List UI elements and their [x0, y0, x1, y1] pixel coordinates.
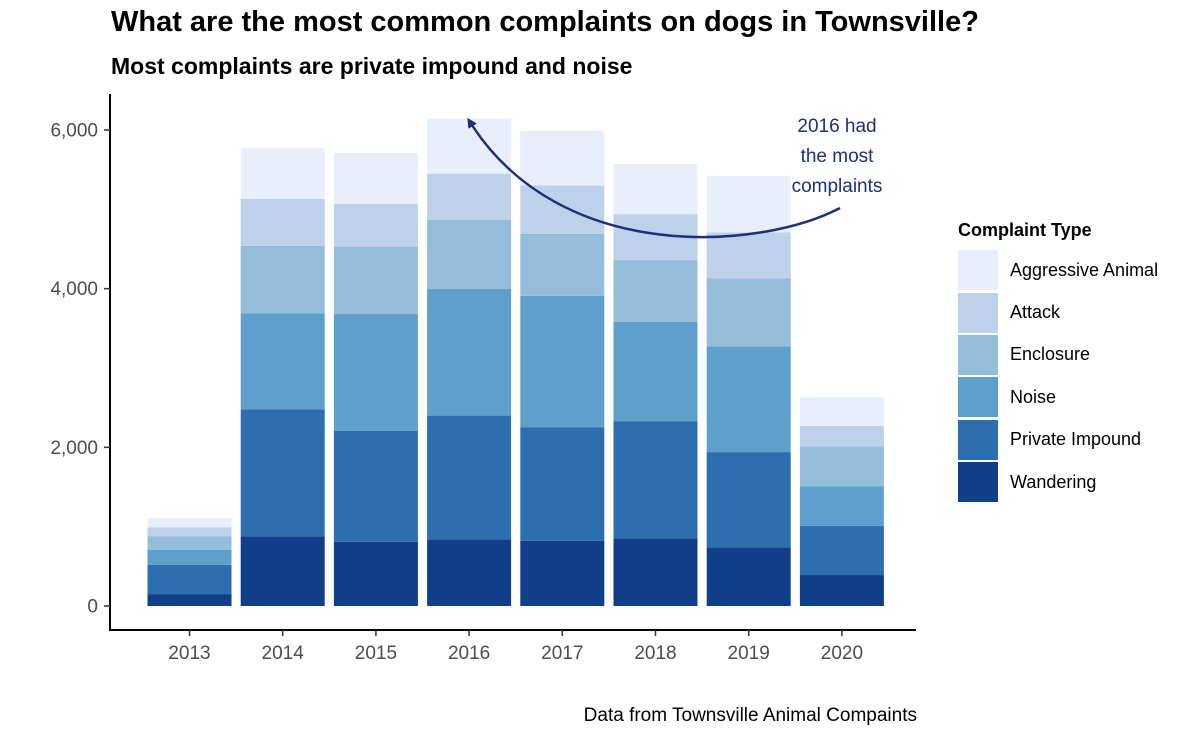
bar-segment-aggressive-animal-2018: [613, 164, 698, 215]
legend-label: Wandering: [1010, 471, 1097, 492]
x-tick-label: 2013: [168, 643, 210, 664]
legend-swatch: [958, 419, 998, 460]
legend-swatch: [958, 377, 998, 418]
bar-segment-aggressive-animal-2015: [333, 153, 418, 204]
bar-segment-wandering-2017: [520, 540, 605, 606]
x-tick-label: 2015: [355, 643, 397, 664]
bar-segment-attack-2016: [427, 173, 512, 220]
bar-segment-aggressive-animal-2016: [427, 118, 512, 174]
legend-label: Attack: [1010, 302, 1061, 323]
bar-segment-private-impound-2018: [613, 421, 698, 539]
chart-title: What are the most common complaints on d…: [111, 6, 979, 38]
x-tick-label: 2020: [821, 643, 863, 664]
bar-segment-enclosure-2013: [147, 536, 232, 550]
bar-segment-aggressive-animal-2014: [240, 148, 325, 200]
bar-segment-noise-2015: [333, 314, 418, 431]
bar-segment-noise-2018: [613, 321, 698, 422]
legend-swatch: [958, 334, 998, 375]
bar-segment-private-impound-2013: [147, 564, 232, 595]
bar-segment-noise-2013: [147, 549, 232, 565]
annotation-group: 2016 had the most complaints: [467, 116, 883, 239]
bar-segment-attack-2013: [147, 527, 232, 537]
legend-title: Complaint Type: [958, 220, 1092, 240]
bar-segment-aggressive-animal-2017: [520, 130, 605, 186]
legend-swatch: [958, 250, 998, 291]
bars-group: [147, 118, 884, 606]
x-tick-label: 2014: [262, 643, 305, 664]
bar-segment-aggressive-animal-2013: [147, 517, 232, 528]
annotation-arrow: [467, 117, 841, 239]
bar-segment-wandering-2015: [333, 541, 418, 606]
bar-segment-enclosure-2016: [427, 219, 512, 289]
bar-segment-aggressive-animal-2020: [799, 397, 884, 426]
bar-segment-enclosure-2020: [799, 446, 884, 487]
legend-item: Wandering: [958, 461, 1158, 503]
chart-subtitle: Most complaints are private impound and …: [111, 53, 633, 79]
bar-segment-enclosure-2014: [240, 245, 325, 314]
bar-segment-attack-2019: [706, 232, 791, 279]
legend-item: Enclosure: [958, 334, 1158, 376]
bar-segment-wandering-2019: [706, 547, 791, 606]
bar-segment-aggressive-animal-2019: [706, 176, 791, 233]
bar-segment-wandering-2013: [147, 594, 232, 606]
legend-item: Aggressive Animal: [958, 249, 1158, 291]
bar-segment-attack-2015: [333, 203, 418, 247]
x-tick-label: 2016: [448, 643, 490, 664]
bar-segment-private-impound-2015: [333, 430, 418, 542]
y-tick-label: 2,000: [50, 438, 98, 459]
chart-caption: Data from Townsville Animal Compaints: [583, 705, 917, 726]
legend-item: Attack: [958, 291, 1158, 333]
bar-segment-private-impound-2020: [799, 525, 884, 576]
bar-segment-private-impound-2019: [706, 452, 791, 548]
x-tick-label: 2018: [634, 643, 676, 664]
legend-swatch: [958, 292, 998, 333]
bar-segment-enclosure-2019: [706, 278, 791, 347]
y-tick-label: 6,000: [50, 121, 98, 142]
y-tick-label: 4,000: [50, 279, 98, 300]
bar-segment-attack-2017: [520, 185, 605, 234]
bar-segment-enclosure-2018: [613, 260, 698, 322]
bar-segment-noise-2016: [427, 288, 512, 416]
bar-segment-noise-2014: [240, 313, 325, 410]
legend-label: Aggressive Animal: [1010, 259, 1159, 280]
x-tick-label: 2017: [541, 643, 583, 664]
bar-segment-noise-2017: [520, 295, 605, 428]
legend-items: Aggressive Animal Attack Enclosure Noise Pri…: [958, 249, 1158, 503]
y-tick-label: 0: [87, 597, 98, 618]
bar-segment-wandering-2016: [427, 539, 512, 606]
annotation-text: complaints: [792, 176, 883, 197]
axes-group: 0 2,000 4,000 6,000 2013 2014 2015 2016 2017 2018…: [50, 94, 916, 664]
bar-segment-private-impound-2017: [520, 427, 605, 541]
legend-label: Enclosure: [1010, 344, 1091, 365]
legend-label: Private Impound: [1010, 429, 1142, 450]
legend-item: Noise: [958, 376, 1158, 418]
bar-segment-wandering-2018: [613, 538, 698, 606]
bar-segment-private-impound-2016: [427, 415, 512, 540]
x-tick-label: 2019: [728, 643, 770, 664]
bar-segment-wandering-2020: [799, 575, 884, 606]
bar-segment-noise-2020: [799, 486, 884, 526]
bar-segment-wandering-2014: [240, 536, 325, 606]
bar-segment-attack-2014: [240, 199, 325, 246]
legend-label: Noise: [1010, 386, 1057, 407]
bar-segment-enclosure-2015: [333, 246, 418, 315]
legend-item: Private Impound: [958, 419, 1158, 461]
bar-segment-enclosure-2017: [520, 233, 605, 296]
bar-segment-private-impound-2014: [240, 409, 325, 537]
annotation-text: the most: [801, 146, 875, 167]
bar-segment-noise-2019: [706, 346, 791, 453]
bar-segment-attack-2020: [799, 425, 884, 447]
legend: Complaint Type Aggressive Animal Attack En…: [958, 220, 1158, 503]
legend-swatch: [958, 462, 998, 503]
annotation-text: 2016 had: [797, 116, 876, 137]
